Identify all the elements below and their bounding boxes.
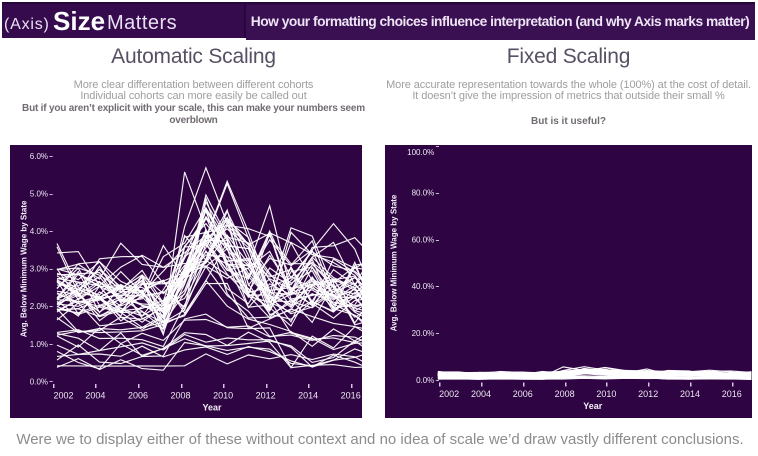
svg-text:2006: 2006 [128, 391, 148, 401]
svg-text:2012: 2012 [638, 389, 658, 399]
svg-text:40.0%: 40.0% [412, 282, 435, 291]
svg-text:60.0%: 60.0% [412, 235, 435, 244]
svg-text:100.0%: 100.0% [407, 148, 434, 157]
svg-text:2002: 2002 [53, 391, 73, 401]
svg-text:4.0%: 4.0% [30, 227, 48, 236]
svg-text:0.0%: 0.0% [416, 376, 434, 385]
svg-text:Avg. Below Minimum Wage by Sta: Avg. Below Minimum Wage by State [390, 194, 399, 331]
svg-text:2014: 2014 [680, 389, 700, 399]
svg-text:2008: 2008 [555, 389, 575, 399]
svg-text:Year: Year [202, 403, 222, 413]
svg-text:2016: 2016 [341, 391, 361, 401]
svg-text:3.0%: 3.0% [30, 265, 48, 274]
svg-text:0.0%: 0.0% [30, 377, 48, 386]
svg-text:1.0%: 1.0% [30, 340, 48, 349]
svg-text:2010: 2010 [213, 391, 233, 401]
svg-text:2002: 2002 [439, 389, 459, 399]
svg-text:2008: 2008 [170, 391, 190, 401]
svg-text:5.0%: 5.0% [30, 190, 48, 199]
svg-text:2004: 2004 [85, 391, 105, 401]
svg-text:2006: 2006 [513, 389, 533, 399]
svg-text:2016: 2016 [722, 389, 742, 399]
svg-text:2010: 2010 [596, 389, 616, 399]
svg-text:2014: 2014 [298, 391, 318, 401]
svg-text:Avg. Below Minimum Wage by Sta: Avg. Below Minimum Wage by State [20, 200, 29, 337]
svg-text:2012: 2012 [256, 391, 276, 401]
svg-text:80.0%: 80.0% [412, 189, 435, 198]
svg-text:20.0%: 20.0% [412, 329, 435, 338]
svg-text:2004: 2004 [471, 389, 491, 399]
svg-text:6.0%: 6.0% [30, 152, 48, 161]
svg-text:2.0%: 2.0% [30, 302, 48, 311]
svg-text:Year: Year [583, 401, 603, 411]
